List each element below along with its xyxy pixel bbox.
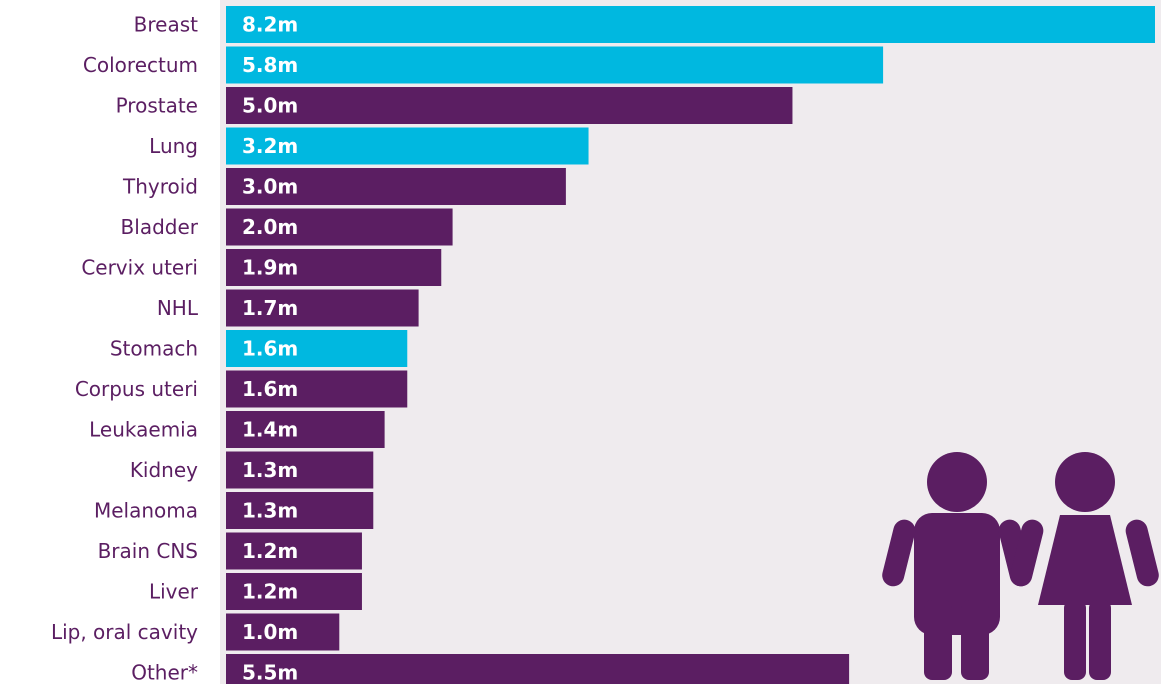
bar-breast: [226, 6, 1155, 43]
value-label: 1.9m: [242, 256, 298, 280]
bar-lip-oral-cavity: [226, 613, 340, 651]
category-label: Cervix uteri: [81, 256, 198, 280]
bar-liver: [226, 573, 362, 610]
value-label: 1.7m: [242, 296, 298, 320]
bar-kidney: [226, 451, 374, 489]
category-label: Lip, oral cavity: [51, 620, 198, 644]
category-label: Bladder: [121, 215, 199, 239]
value-label: 5.5m: [242, 661, 298, 684]
category-label: NHL: [157, 296, 199, 320]
value-label: 3.0m: [242, 175, 298, 199]
male-figure-icon: [882, 452, 1032, 680]
value-label: 2.0m: [242, 215, 298, 239]
bar-nhl: [226, 289, 419, 327]
value-label: 5.8m: [242, 53, 298, 77]
category-label: Colorectum: [83, 53, 198, 77]
bar-thyroid: [226, 168, 566, 205]
bar-colorectum: [226, 46, 884, 84]
category-label: Thyroid: [122, 175, 198, 199]
bar-prostate: [226, 87, 793, 124]
bar-leukaemia: [226, 411, 385, 448]
value-label: 1.2m: [242, 539, 298, 563]
bar-bladder: [226, 208, 453, 246]
bar-lung: [226, 127, 589, 165]
value-label: 5.0m: [242, 94, 298, 118]
category-label: Other*: [131, 661, 198, 684]
bar-cervix-uteri: [226, 249, 442, 286]
value-label: 1.3m: [242, 458, 298, 482]
category-label: Corpus uteri: [75, 377, 198, 401]
category-label: Brain CNS: [98, 539, 198, 563]
bars-layer: 8.2m 5.8m 5.0m 3.2m 3.0m 2.0m 1.9m 1.7m 1.6m 1.6m…: [226, 6, 1155, 684]
labels-layer: Breast Colorectum Prostate Lung Thyroid Bladd…: [51, 13, 199, 684]
category-label: Leukaemia: [89, 418, 198, 442]
category-label: Liver: [149, 580, 199, 604]
bar-stomach: [226, 330, 408, 367]
value-label: 3.2m: [242, 134, 298, 158]
category-label: Breast: [134, 13, 198, 37]
value-label: 1.3m: [242, 499, 298, 523]
category-label: Lung: [149, 134, 198, 158]
bar-melanoma: [226, 492, 374, 529]
value-label: 1.0m: [242, 620, 298, 644]
value-label: 1.6m: [242, 377, 298, 401]
bar-other: [226, 654, 850, 684]
value-label: 1.4m: [242, 418, 298, 442]
value-label: 1.2m: [242, 580, 298, 604]
category-label: Kidney: [130, 458, 198, 482]
female-figure-icon: [1010, 452, 1159, 680]
value-label: 1.6m: [242, 337, 298, 361]
bar-corpus-uteri: [226, 370, 408, 408]
bar-brain-cns: [226, 532, 362, 570]
category-label: Prostate: [116, 94, 198, 118]
value-label: 8.2m: [242, 13, 298, 37]
category-label: Stomach: [110, 337, 198, 361]
category-label: Melanoma: [94, 499, 198, 523]
